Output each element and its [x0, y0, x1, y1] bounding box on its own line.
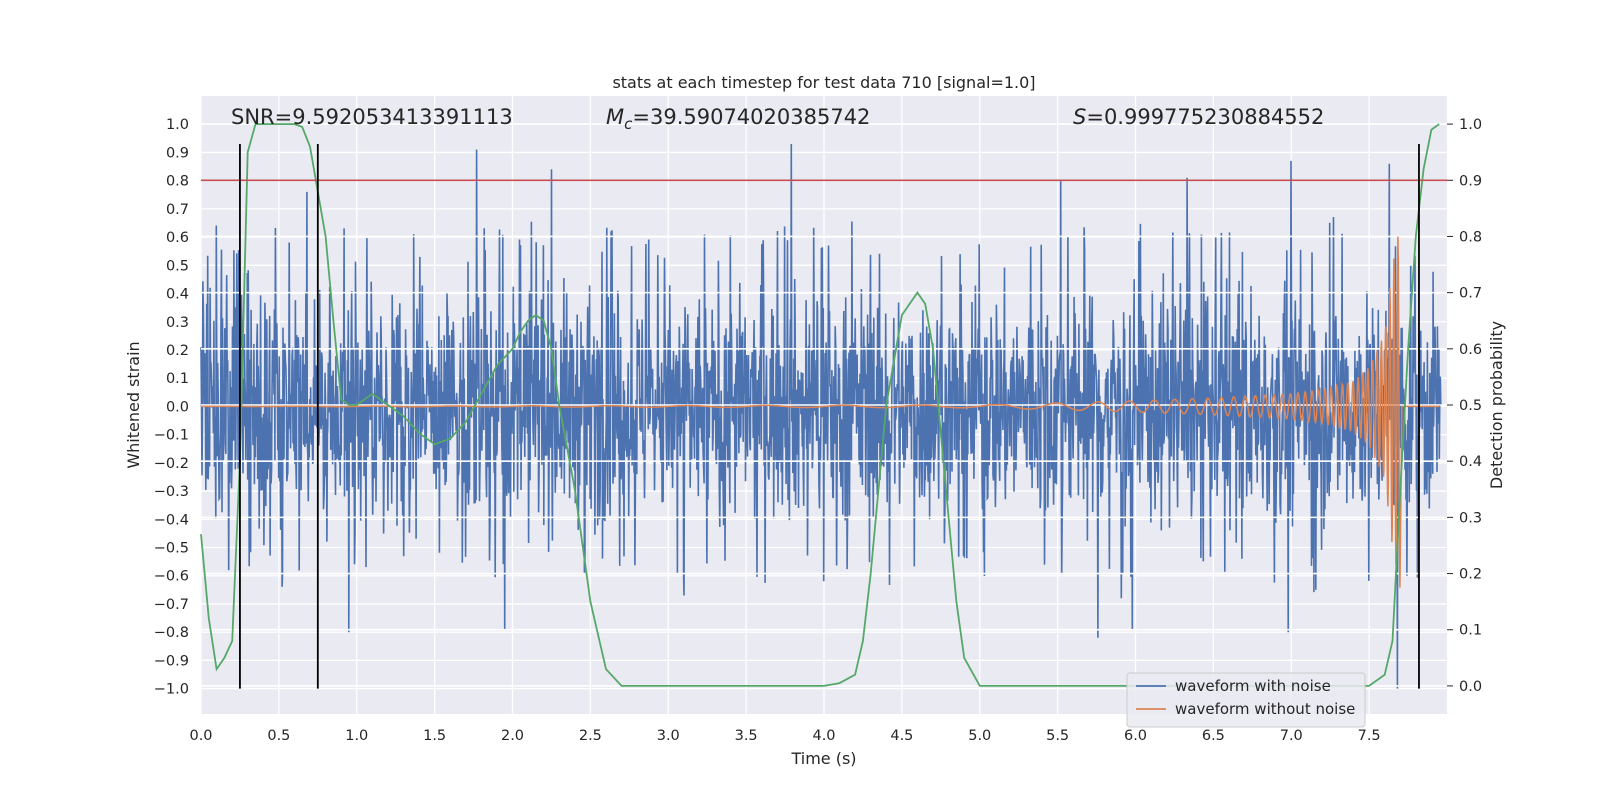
- y-tick-label: −0.8: [154, 625, 189, 641]
- x-tick-label: 2.0: [501, 728, 524, 744]
- y-tick-label: 0.4: [166, 287, 189, 303]
- x-tick-label: 0.5: [267, 728, 290, 744]
- x-tick-label: 2.5: [579, 728, 602, 744]
- y-tick-label: 0.7: [166, 202, 189, 218]
- waveform-with-noise-line: [200, 143, 1442, 689]
- y-right-tick-label: 0.8: [1459, 229, 1482, 245]
- x-tick-label: 1.0: [345, 728, 368, 744]
- y-right-tick-label: 1.0: [1459, 117, 1482, 133]
- x-tick-label: 7.5: [1358, 728, 1381, 744]
- y-tick-label: −0.9: [154, 653, 189, 669]
- waveform-without-noise-series: [201, 236, 1440, 588]
- y-right-tick-label: 0.1: [1459, 623, 1482, 639]
- x-tick-label: 5.0: [968, 728, 991, 744]
- chirp-mass-annotation: Mc=39.59074020385742: [606, 105, 870, 133]
- legend: waveform with noise waveform without noi…: [1126, 672, 1366, 728]
- tick-labels: 0.0 0.5 1.0 1.5 2.0 2.5 3.0 3.5 4.0 4.5 5.0 5.5 6.0 6…: [154, 117, 1482, 744]
- y-tick-label: −0.3: [154, 484, 189, 500]
- y-tick-label: 0.8: [166, 174, 189, 190]
- y-tick-label: −0.1: [154, 428, 189, 444]
- detection-probability-line: [200, 123, 1440, 687]
- y-tick-label: 0.5: [166, 258, 189, 274]
- chirp-mass-subscript: c: [624, 115, 633, 133]
- x-tick-label: 5.5: [1046, 728, 1069, 744]
- event-lines: [239, 143, 1420, 689]
- x-tick-label: 0.0: [189, 728, 212, 744]
- y-tick-label: 0.3: [166, 315, 189, 331]
- y-tick-label: −0.6: [154, 569, 189, 585]
- score-symbol: S: [1073, 105, 1086, 129]
- y-tick-label: 1.0: [166, 117, 189, 133]
- y-tick-label: 0.2: [166, 343, 189, 359]
- snr-annotation: SNR=9.592053413391113: [231, 105, 513, 129]
- y-right-tick-label: 0.4: [1459, 454, 1482, 470]
- y-right-tick-label: 0.7: [1459, 286, 1482, 302]
- y-right-tick-label: 0.3: [1459, 510, 1482, 526]
- y-axis-label: Whitened strain: [124, 341, 143, 468]
- x-tick-label: 3.0: [657, 728, 680, 744]
- legend-label-clean: waveform without noise: [1175, 700, 1355, 718]
- y-right-tick-label: 0.0: [1459, 679, 1482, 695]
- y-tick-label: −0.7: [154, 597, 189, 613]
- y-tick-label: −0.2: [154, 456, 189, 472]
- legend-label-noise: waveform with noise: [1175, 677, 1331, 695]
- y-tick-label: 0.9: [166, 145, 189, 161]
- score-annotation: S=0.999775230884552: [1073, 105, 1324, 129]
- score-value: =0.999775230884552: [1086, 105, 1324, 129]
- waveform-without-noise-line: [201, 236, 1440, 588]
- y-right-tick-label: 0.9: [1459, 173, 1482, 189]
- y-tick-label: 0.6: [166, 230, 189, 246]
- legend-box: [1126, 672, 1366, 728]
- x-tick-label: 6.5: [1202, 728, 1225, 744]
- y-right-tick-label: 0.2: [1459, 567, 1482, 583]
- chart-title: stats at each timestep for test data 710…: [612, 73, 1035, 92]
- y-tick-label: 0.1: [166, 371, 189, 387]
- x-tick-label: 3.5: [735, 728, 758, 744]
- y-tick-label: −0.5: [154, 541, 189, 557]
- y-right-tick-label: 0.5: [1459, 398, 1482, 414]
- x-tick-label: 7.0: [1280, 728, 1303, 744]
- y-tick-label: 0.0: [166, 399, 189, 415]
- x-tick-label: 1.5: [423, 728, 446, 744]
- x-tick-label: 4.5: [890, 728, 913, 744]
- detection-probability-series: [200, 123, 1440, 687]
- y-right-tick-label: 0.6: [1459, 342, 1482, 358]
- y-tick-label: −1.0: [154, 682, 189, 698]
- x-tick-label: 6.0: [1124, 728, 1147, 744]
- x-tick-label: 4.0: [812, 728, 835, 744]
- y-tick-label: −0.4: [154, 512, 189, 528]
- chirp-mass-symbol: M: [606, 105, 624, 129]
- x-axis-label: Time (s): [790, 749, 856, 768]
- y-axis-right-label: Detection probability: [1487, 321, 1506, 489]
- waveform-with-noise-series: [200, 123, 1447, 689]
- chirp-mass-value: =39.59074020385742: [632, 105, 870, 129]
